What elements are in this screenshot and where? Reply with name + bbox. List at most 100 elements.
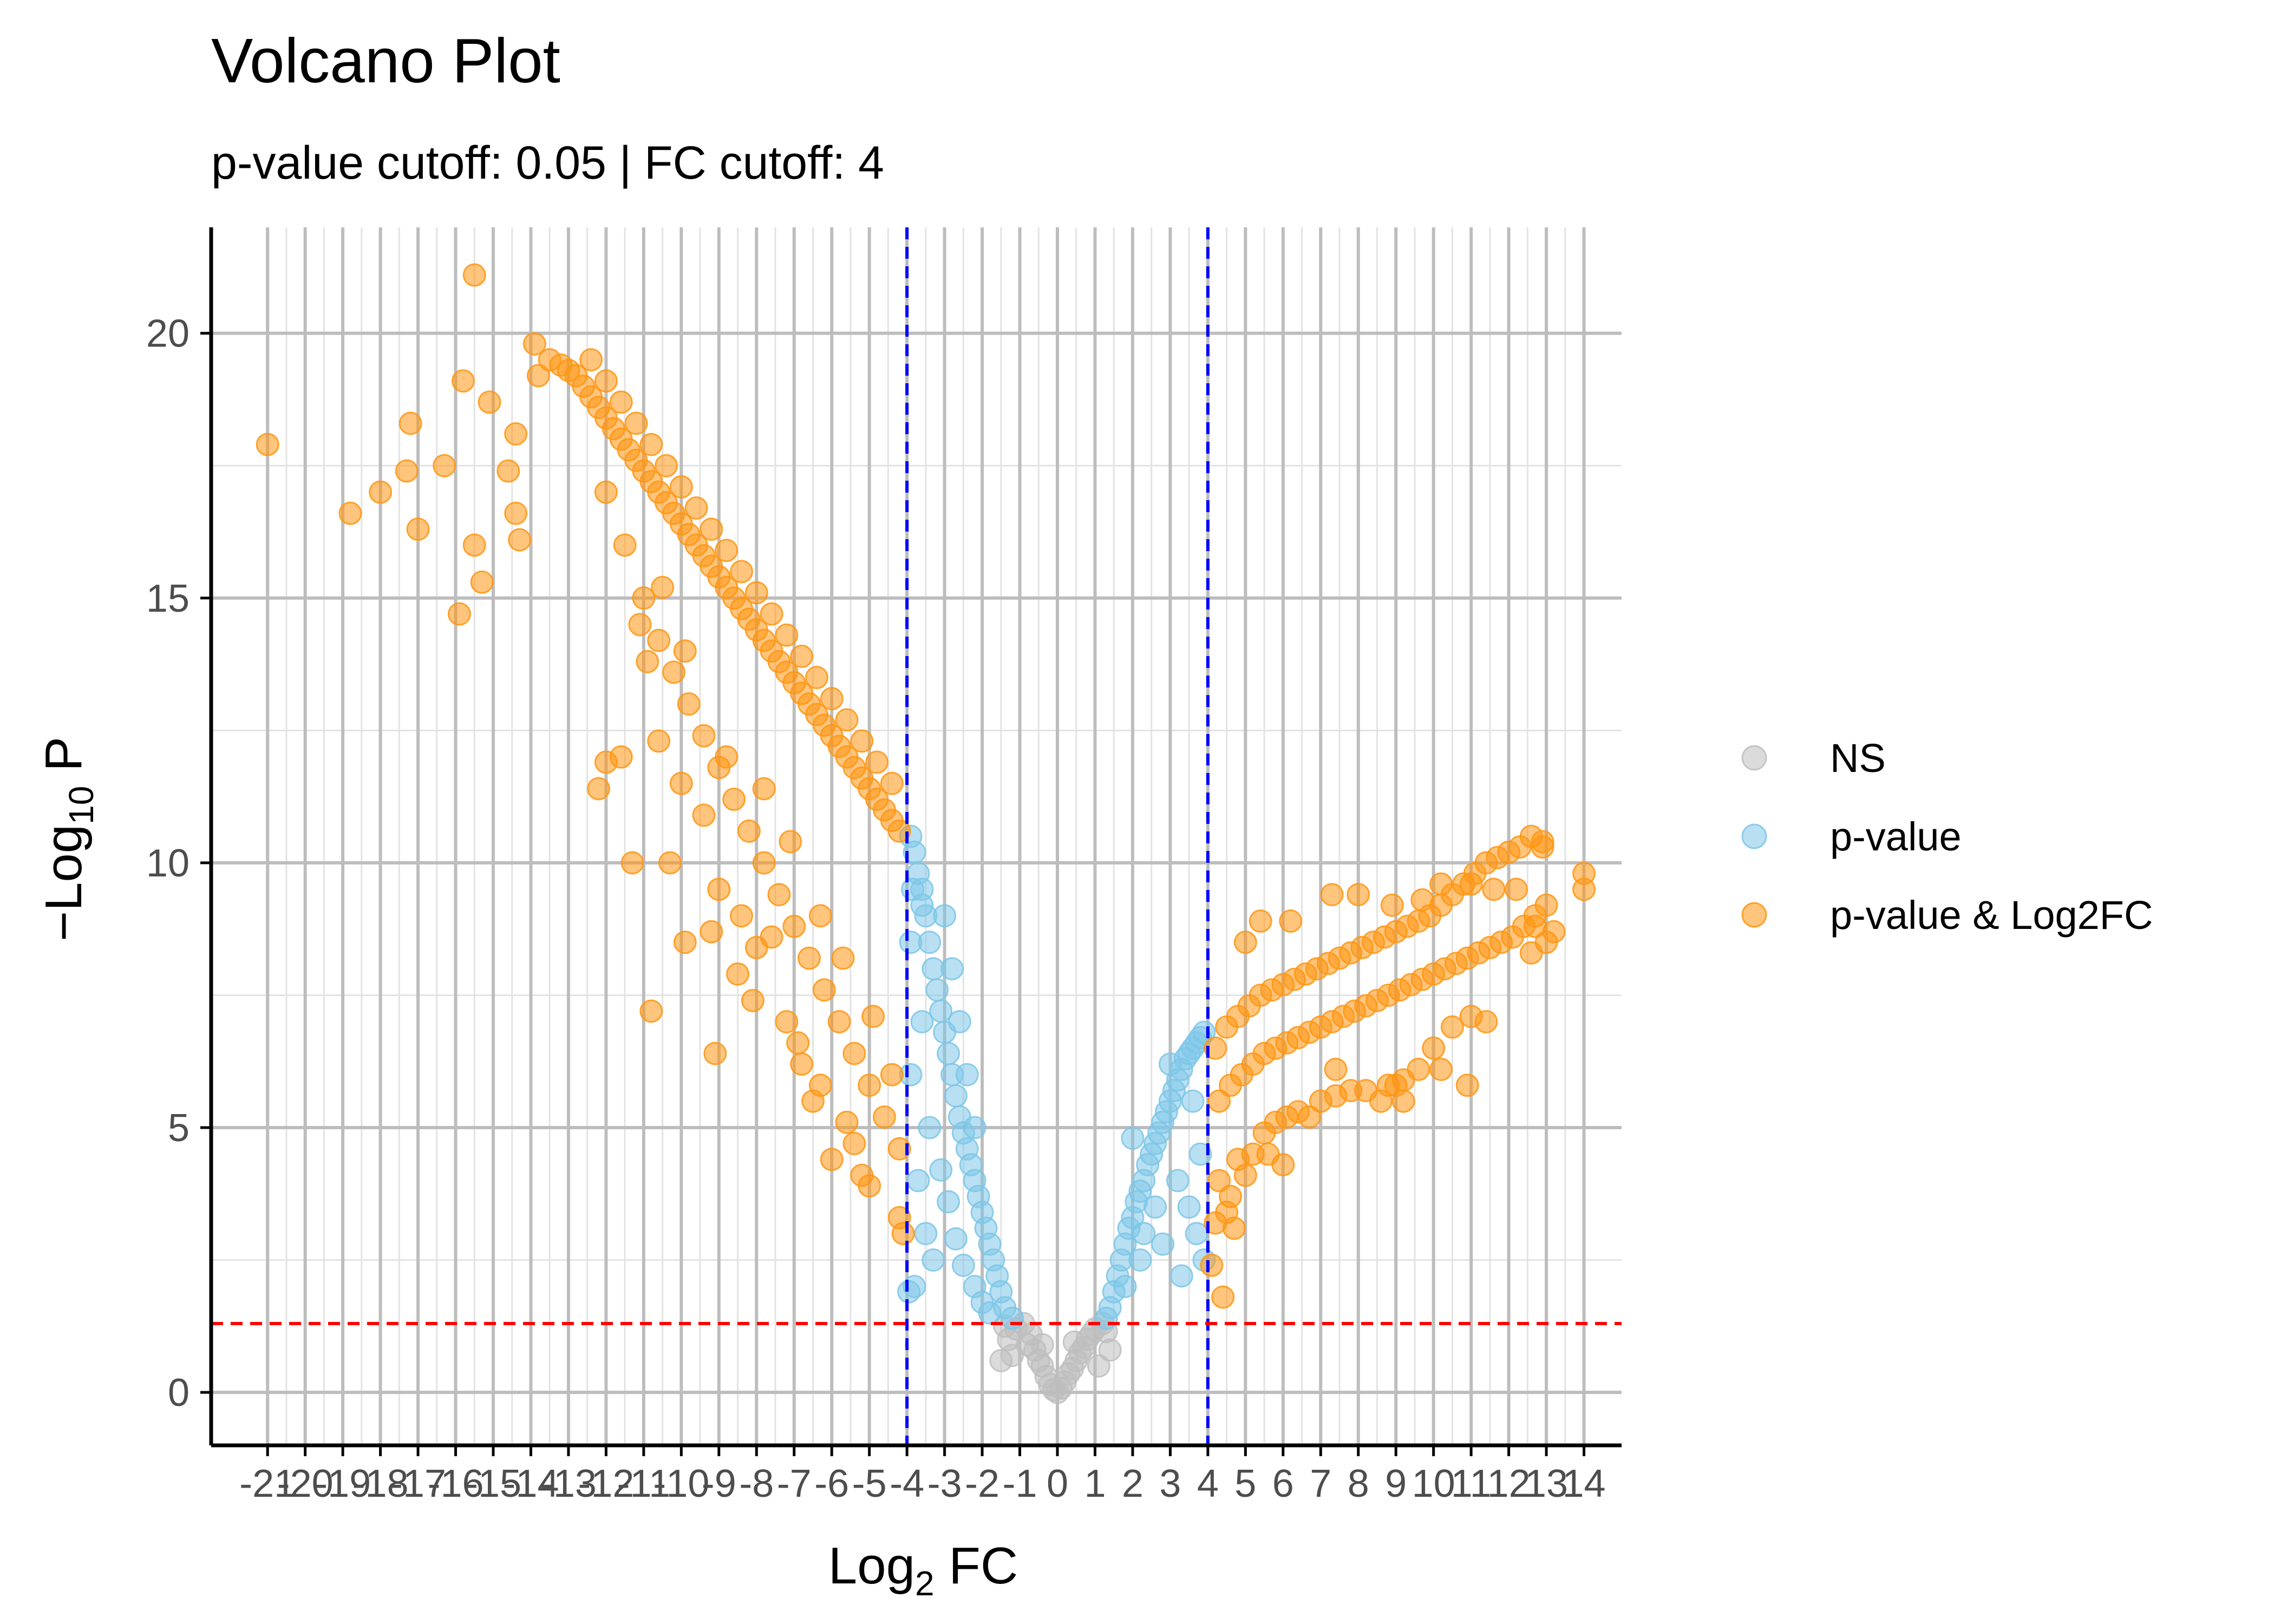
data-point	[775, 1010, 799, 1033]
data-point	[805, 666, 828, 690]
data-point	[752, 851, 776, 875]
data-point	[861, 1005, 885, 1029]
data-point	[1324, 1057, 1348, 1081]
data-point	[726, 962, 750, 986]
data-point	[914, 1222, 938, 1246]
legend-label: p-value	[1830, 814, 1962, 859]
data-point	[729, 904, 753, 928]
data-point	[1380, 893, 1404, 917]
data-point	[700, 920, 723, 944]
x-tick-label: -4	[890, 1462, 924, 1505]
data-point	[897, 1280, 921, 1304]
data-point	[398, 411, 422, 435]
x-tick-label: -18	[352, 1462, 409, 1505]
data-point	[1233, 1163, 1257, 1187]
data-point	[1455, 1073, 1479, 1097]
data-point	[1410, 888, 1434, 912]
data-point	[1440, 1015, 1464, 1039]
data-point	[1143, 1195, 1167, 1219]
axes	[209, 227, 1622, 1448]
data-point	[1001, 1306, 1024, 1330]
data-point	[790, 644, 814, 668]
data-point	[451, 369, 475, 393]
data-point	[1222, 1216, 1246, 1240]
chart-title: Volcano Plot	[211, 25, 560, 96]
x-axis-label: Log2 FC	[828, 1537, 1018, 1603]
data-point	[508, 528, 532, 552]
data-point	[526, 364, 550, 388]
data-point	[447, 602, 471, 626]
data-point	[842, 1131, 866, 1155]
data-point	[1207, 1169, 1231, 1193]
data-point	[1474, 1010, 1498, 1033]
data-point	[801, 1089, 825, 1113]
data-point	[478, 390, 501, 414]
grid-major	[211, 227, 1622, 1445]
data-point	[937, 1042, 960, 1065]
data-point	[1531, 830, 1554, 854]
data-point	[760, 925, 783, 949]
data-point	[673, 931, 697, 954]
data-point	[786, 1031, 810, 1055]
data-point	[922, 1248, 945, 1272]
data-point	[842, 1042, 866, 1065]
data-point	[1128, 1248, 1152, 1272]
data-point	[624, 411, 648, 435]
x-tick-label: 0	[1047, 1462, 1068, 1505]
data-point	[940, 957, 964, 981]
data-point	[887, 819, 911, 843]
x-tick-label: 9	[1385, 1462, 1407, 1505]
data-point	[1233, 931, 1257, 954]
data-point	[831, 946, 855, 970]
data-point	[918, 1116, 942, 1140]
data-point	[470, 570, 494, 594]
data-point	[929, 1158, 953, 1182]
data-point	[872, 1105, 896, 1129]
x-tick-label: -5	[852, 1462, 887, 1505]
data-point	[948, 1010, 971, 1033]
data-point	[1200, 1253, 1224, 1277]
x-tick-label: -16	[428, 1462, 484, 1505]
data-point	[906, 1169, 930, 1193]
chart-subtitle: p-value cutoff: 0.05 | FC cutoff: 4	[211, 137, 884, 189]
x-tick-label: -8	[739, 1462, 774, 1505]
data-point	[782, 914, 806, 938]
data-point	[462, 263, 486, 287]
y-tick-label: 20	[146, 312, 190, 356]
x-tick-label: 1	[1084, 1462, 1106, 1505]
x-tick-label: -9	[702, 1462, 736, 1505]
data-point	[620, 851, 644, 875]
data-point	[1256, 1142, 1280, 1166]
legend-key	[1741, 823, 1767, 849]
data-point	[636, 650, 659, 673]
data-point	[944, 1227, 968, 1250]
data-point	[880, 771, 904, 795]
x-tick-label: -12	[578, 1462, 634, 1505]
data-point	[395, 459, 419, 483]
data-point	[628, 613, 652, 637]
data-point	[812, 978, 836, 1002]
y-tick-label: 0	[168, 1371, 190, 1415]
data-point	[1429, 872, 1453, 896]
data-point	[715, 745, 739, 769]
data-point	[775, 623, 799, 647]
data-point	[951, 1253, 975, 1277]
data-point	[496, 459, 520, 483]
x-tick-label: 10	[1412, 1462, 1455, 1505]
data-point	[579, 348, 603, 372]
data-point	[1177, 1195, 1201, 1219]
data-point	[1158, 1052, 1182, 1076]
data-point	[684, 496, 708, 520]
data-point	[1519, 941, 1543, 965]
data-point	[1030, 1333, 1054, 1357]
data-point	[1207, 1089, 1231, 1113]
data-point	[669, 475, 693, 499]
data-point	[1347, 883, 1370, 907]
data-point	[587, 777, 611, 801]
data-point	[1279, 909, 1303, 933]
x-tick-label: -6	[814, 1462, 849, 1505]
data-point	[462, 533, 486, 557]
data-point	[594, 480, 618, 504]
data-points	[256, 263, 1596, 1404]
